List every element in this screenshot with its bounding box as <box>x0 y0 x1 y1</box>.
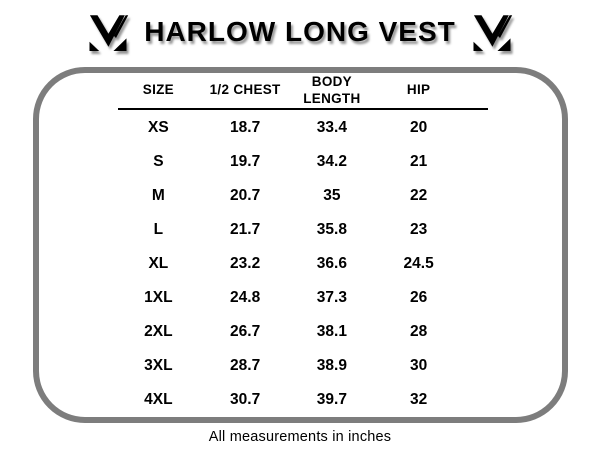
body-length-cell: 39.7 <box>316 391 347 408</box>
half-chest-cell: 28.7 <box>230 357 261 374</box>
table-row: M 20.7 35 22 <box>115 179 462 213</box>
hip-cell: 24.5 <box>403 255 434 272</box>
table-row: XS 18.7 33.4 20 <box>115 111 462 145</box>
half-chest-cell: 23.2 <box>230 255 261 272</box>
table-row: L 21.7 35.8 23 <box>115 213 462 247</box>
body-length-cell: 38.1 <box>316 323 347 340</box>
size-table-body: XS 18.7 33.4 20 S 19.7 34.2 21 M 20.7 35… <box>115 111 462 417</box>
table-row: S 19.7 34.2 21 <box>115 145 462 179</box>
body-length-cell: 35 <box>323 187 341 204</box>
column-header-size: SIZE <box>142 82 174 98</box>
half-chest-cell: 24.8 <box>230 289 261 306</box>
body-length-cell: 36.6 <box>316 255 347 272</box>
column-header-body-length: BODY LENGTH <box>303 74 361 106</box>
hip-cell: 21 <box>410 153 428 170</box>
header: HARLOW LONG VEST <box>0 6 600 58</box>
table-header-row: SIZE 1/2 CHEST BODY LENGTH HIP <box>115 73 462 108</box>
table-row: 2XL 26.7 38.1 28 <box>115 315 462 349</box>
half-chest-cell: 21.7 <box>230 221 261 238</box>
brand-m-logo-left-icon <box>86 14 130 51</box>
table-row: XL 23.2 36.6 24.5 <box>115 247 462 281</box>
size-cell: XS <box>148 119 169 136</box>
table-row: 4XL 30.7 39.7 32 <box>115 383 462 417</box>
half-chest-cell: 18.7 <box>230 119 261 136</box>
hip-cell: 20 <box>410 119 428 136</box>
half-chest-cell: 30.7 <box>230 391 261 408</box>
size-cell: 3XL <box>144 357 173 374</box>
size-cell: 4XL <box>144 391 173 408</box>
hip-cell: 30 <box>410 357 428 374</box>
body-length-cell: 35.8 <box>316 221 347 238</box>
size-cell: M <box>151 187 165 204</box>
half-chest-cell: 20.7 <box>230 187 261 204</box>
body-length-cell: 38.9 <box>316 357 347 374</box>
page-title: HARLOW LONG VEST <box>144 16 456 47</box>
half-chest-cell: 19.7 <box>230 153 261 170</box>
size-chart-box: SIZE 1/2 CHEST BODY LENGTH HIP XS 18.7 3… <box>33 67 568 423</box>
half-chest-cell: 26.7 <box>230 323 261 340</box>
column-header-half-chest: 1/2 CHEST <box>209 82 281 98</box>
measurements-note: All measurements in inches <box>208 429 392 445</box>
size-cell: S <box>153 153 164 170</box>
body-length-cell: 34.2 <box>316 153 347 170</box>
size-cell: XL <box>148 255 169 272</box>
hip-cell: 26 <box>410 289 428 306</box>
hip-cell: 32 <box>410 391 428 408</box>
size-cell: 1XL <box>144 289 173 306</box>
table-row: 1XL 24.8 37.3 26 <box>115 281 462 315</box>
hip-cell: 23 <box>410 221 428 238</box>
hip-cell: 22 <box>410 187 428 204</box>
table-row: 3XL 28.7 38.9 30 <box>115 349 462 383</box>
size-cell: L <box>153 221 164 238</box>
size-cell: 2XL <box>144 323 173 340</box>
body-length-cell: 37.3 <box>316 289 347 306</box>
hip-cell: 28 <box>410 323 428 340</box>
header-divider-line <box>118 108 488 110</box>
brand-m-logo-right-icon <box>470 14 514 51</box>
body-length-cell: 33.4 <box>316 119 347 136</box>
column-header-hip: HIP <box>406 82 431 98</box>
